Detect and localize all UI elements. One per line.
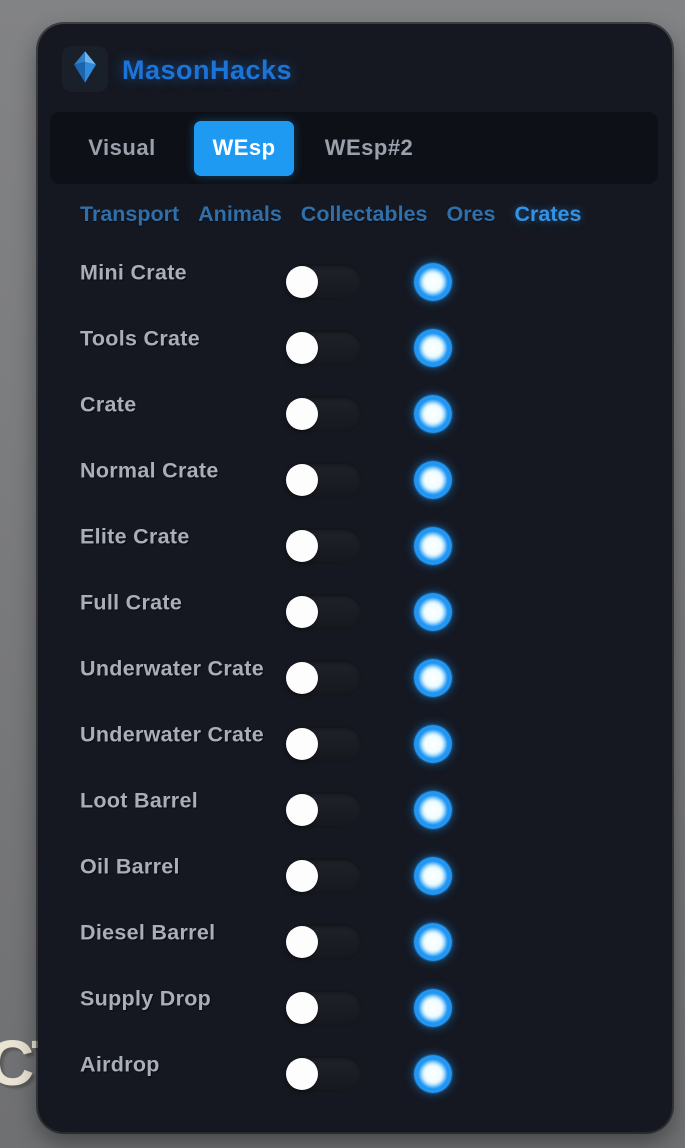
color-picker-tools-crate[interactable] xyxy=(414,329,452,367)
toggle-underwater-crate[interactable] xyxy=(286,660,362,696)
toggle-knob xyxy=(286,398,318,430)
item-label: Underwater Crate xyxy=(80,722,265,747)
toggle-full-crate[interactable] xyxy=(286,594,362,630)
row-mini-crate-0: Mini Crate xyxy=(38,249,672,315)
subtab-transport[interactable]: Transport xyxy=(80,202,180,226)
toggle-airdrop[interactable] xyxy=(286,1056,362,1092)
toggle-knob xyxy=(286,860,318,892)
toggle-underwater-crate[interactable] xyxy=(286,726,362,762)
row-full-crate-5: Full Crate xyxy=(38,579,672,645)
item-label: Elite Crate xyxy=(80,524,190,549)
color-picker-loot-barrel[interactable] xyxy=(414,791,452,829)
row-normal-crate-3: Normal Crate xyxy=(38,447,672,513)
row-underwater-crate-7: Underwater Crate xyxy=(38,711,672,777)
row-oil-barrel-9: Oil Barrel xyxy=(38,843,672,909)
color-picker-crate[interactable] xyxy=(414,395,452,433)
toggle-supply-drop[interactable] xyxy=(286,990,362,1026)
color-picker-underwater-crate[interactable] xyxy=(414,725,452,763)
options-list: Mini Crate Tools Crate Crate Normal Crat… xyxy=(38,249,672,1107)
toggle-elite-crate[interactable] xyxy=(286,528,362,564)
tab-wesp[interactable]: WEsp xyxy=(194,120,294,176)
item-label: Supply Drop xyxy=(80,986,212,1011)
row-tools-crate-1: Tools Crate xyxy=(38,315,672,381)
app-logo xyxy=(62,46,108,92)
toggle-knob xyxy=(286,1058,318,1090)
masonhacks-menu-panel: MasonHacks Visual WEsp WEsp#2 Transport Ani… xyxy=(38,24,672,1132)
toggle-knob xyxy=(286,926,318,958)
row-crate-2: Crate xyxy=(38,381,672,447)
app-title: MasonHacks xyxy=(122,55,293,85)
item-label: Diesel Barrel xyxy=(80,920,216,945)
item-label: Tools Crate xyxy=(80,326,200,351)
color-picker-oil-barrel[interactable] xyxy=(414,857,452,895)
color-picker-elite-crate[interactable] xyxy=(414,527,452,565)
tab-wesp-2[interactable]: WEsp#2 xyxy=(324,135,414,160)
row-underwater-crate-6: Underwater Crate xyxy=(38,645,672,711)
toggle-knob xyxy=(286,794,318,826)
subtab-crates[interactable]: Crates xyxy=(514,202,582,226)
main-tab-bar: Visual WEsp WEsp#2 xyxy=(50,112,658,184)
gem-icon xyxy=(70,50,100,89)
item-label: Oil Barrel xyxy=(80,854,180,879)
color-picker-underwater-crate[interactable] xyxy=(414,659,452,697)
item-label: Loot Barrel xyxy=(80,788,198,813)
toggle-crate[interactable] xyxy=(286,396,362,432)
item-label: Mini Crate xyxy=(80,260,187,285)
toggle-knob xyxy=(286,332,318,364)
color-picker-full-crate[interactable] xyxy=(414,593,452,631)
item-label: Airdrop xyxy=(80,1052,160,1077)
toggle-knob xyxy=(286,662,318,694)
row-airdrop-12: Airdrop xyxy=(38,1041,672,1107)
toggle-oil-barrel[interactable] xyxy=(286,858,362,894)
toggle-diesel-barrel[interactable] xyxy=(286,924,362,960)
toggle-knob xyxy=(286,596,318,628)
item-label: Normal Crate xyxy=(80,458,219,483)
toggle-knob xyxy=(286,992,318,1024)
toggle-mini-crate[interactable] xyxy=(286,264,362,300)
toggle-tools-crate[interactable] xyxy=(286,330,362,366)
row-diesel-barrel-10: Diesel Barrel xyxy=(38,909,672,975)
subtab-collectables[interactable]: Collectables xyxy=(300,202,428,226)
item-label: Underwater Crate xyxy=(80,656,265,681)
color-picker-airdrop[interactable] xyxy=(414,1055,452,1093)
item-label: Crate xyxy=(80,392,137,417)
toggle-knob xyxy=(286,464,318,496)
color-picker-mini-crate[interactable] xyxy=(414,263,452,301)
row-loot-barrel-8: Loot Barrel xyxy=(38,777,672,843)
color-picker-supply-drop[interactable] xyxy=(414,989,452,1027)
color-picker-diesel-barrel[interactable] xyxy=(414,923,452,961)
toggle-loot-barrel[interactable] xyxy=(286,792,362,828)
subtab-animals[interactable]: Animals xyxy=(198,202,282,226)
row-supply-drop-11: Supply Drop xyxy=(38,975,672,1041)
category-tab-bar: Transport Animals Collectables Ores Crates xyxy=(80,202,581,227)
item-label: Full Crate xyxy=(80,590,183,615)
tab-visual[interactable]: Visual xyxy=(88,135,156,160)
toggle-knob xyxy=(286,728,318,760)
color-picker-normal-crate[interactable] xyxy=(414,461,452,499)
toggle-knob xyxy=(286,530,318,562)
toggle-knob xyxy=(286,266,318,298)
row-elite-crate-4: Elite Crate xyxy=(38,513,672,579)
subtab-ores[interactable]: Ores xyxy=(446,202,496,226)
toggle-normal-crate[interactable] xyxy=(286,462,362,498)
